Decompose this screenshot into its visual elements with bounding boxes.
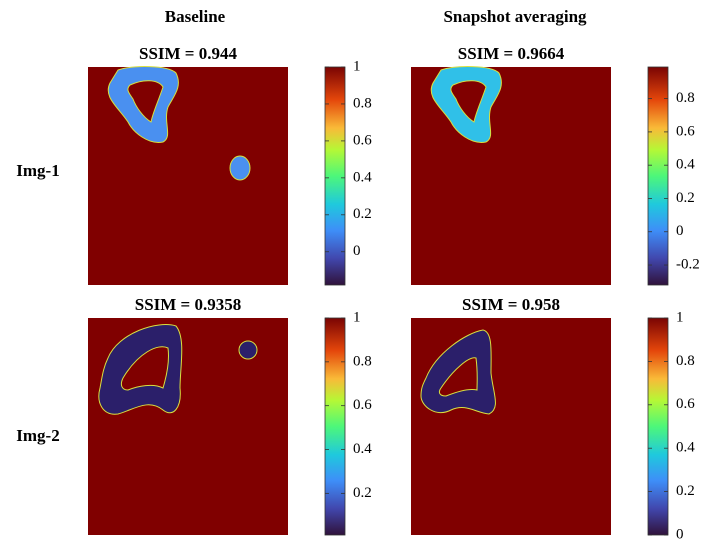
ssim-map [88,66,288,285]
colorbar-tick-label: 0.8 [353,95,372,111]
colorbar-tick-label: 0.6 [353,132,372,148]
panel-title: SSIM = 0.958 [462,295,560,314]
colorbar [324,66,346,286]
colorbar-tick-label: 1 [676,309,684,325]
panel-title: SSIM = 0.944 [139,44,238,63]
colorbar [647,317,669,536]
colorbar-tick-label: 0.4 [353,169,372,185]
colorbar-tick-label: 0.2 [676,483,695,499]
colorbar-tick-label: 0 [353,243,361,259]
colorbar [324,317,346,536]
colorbar-tick-label: 1 [353,58,361,74]
column-header: Baseline [165,7,226,26]
colorbar [647,66,669,286]
panel-title: SSIM = 0.9664 [458,44,565,63]
colorbar-tick-label: 1 [353,309,361,325]
colorbar-tick-label: 0 [676,526,684,540]
ssim-map [411,318,611,535]
colorbar-tick-label: -0.2 [676,256,700,272]
panel-title: SSIM = 0.9358 [135,295,242,314]
row-label: Img-1 [16,161,59,180]
colorbar-tick-label: 0.2 [353,206,372,222]
colorbar-tick-label: 0.6 [353,397,372,413]
colorbar-tick-label: 0.8 [676,353,695,369]
row-label: Img-2 [16,426,59,445]
ssim-map [411,66,611,285]
colorbar-tick-label: 0.8 [676,90,695,106]
colorbar-tick-label: 0.4 [676,157,695,173]
colorbar-tick-label: 0.4 [676,440,695,456]
ssim-map [88,318,288,535]
column-header: Snapshot averaging [443,7,587,26]
colorbar-tick-label: 0.6 [676,396,695,412]
colorbar-tick-label: 0.6 [676,123,695,139]
colorbar-tick-label: 0.8 [353,353,372,369]
colorbar-tick-label: 0 [676,223,684,239]
colorbar-tick-label: 0.2 [353,485,372,501]
colorbar-tick-label: 0.4 [353,441,372,457]
colorbar-tick-label: 0.2 [676,190,695,206]
